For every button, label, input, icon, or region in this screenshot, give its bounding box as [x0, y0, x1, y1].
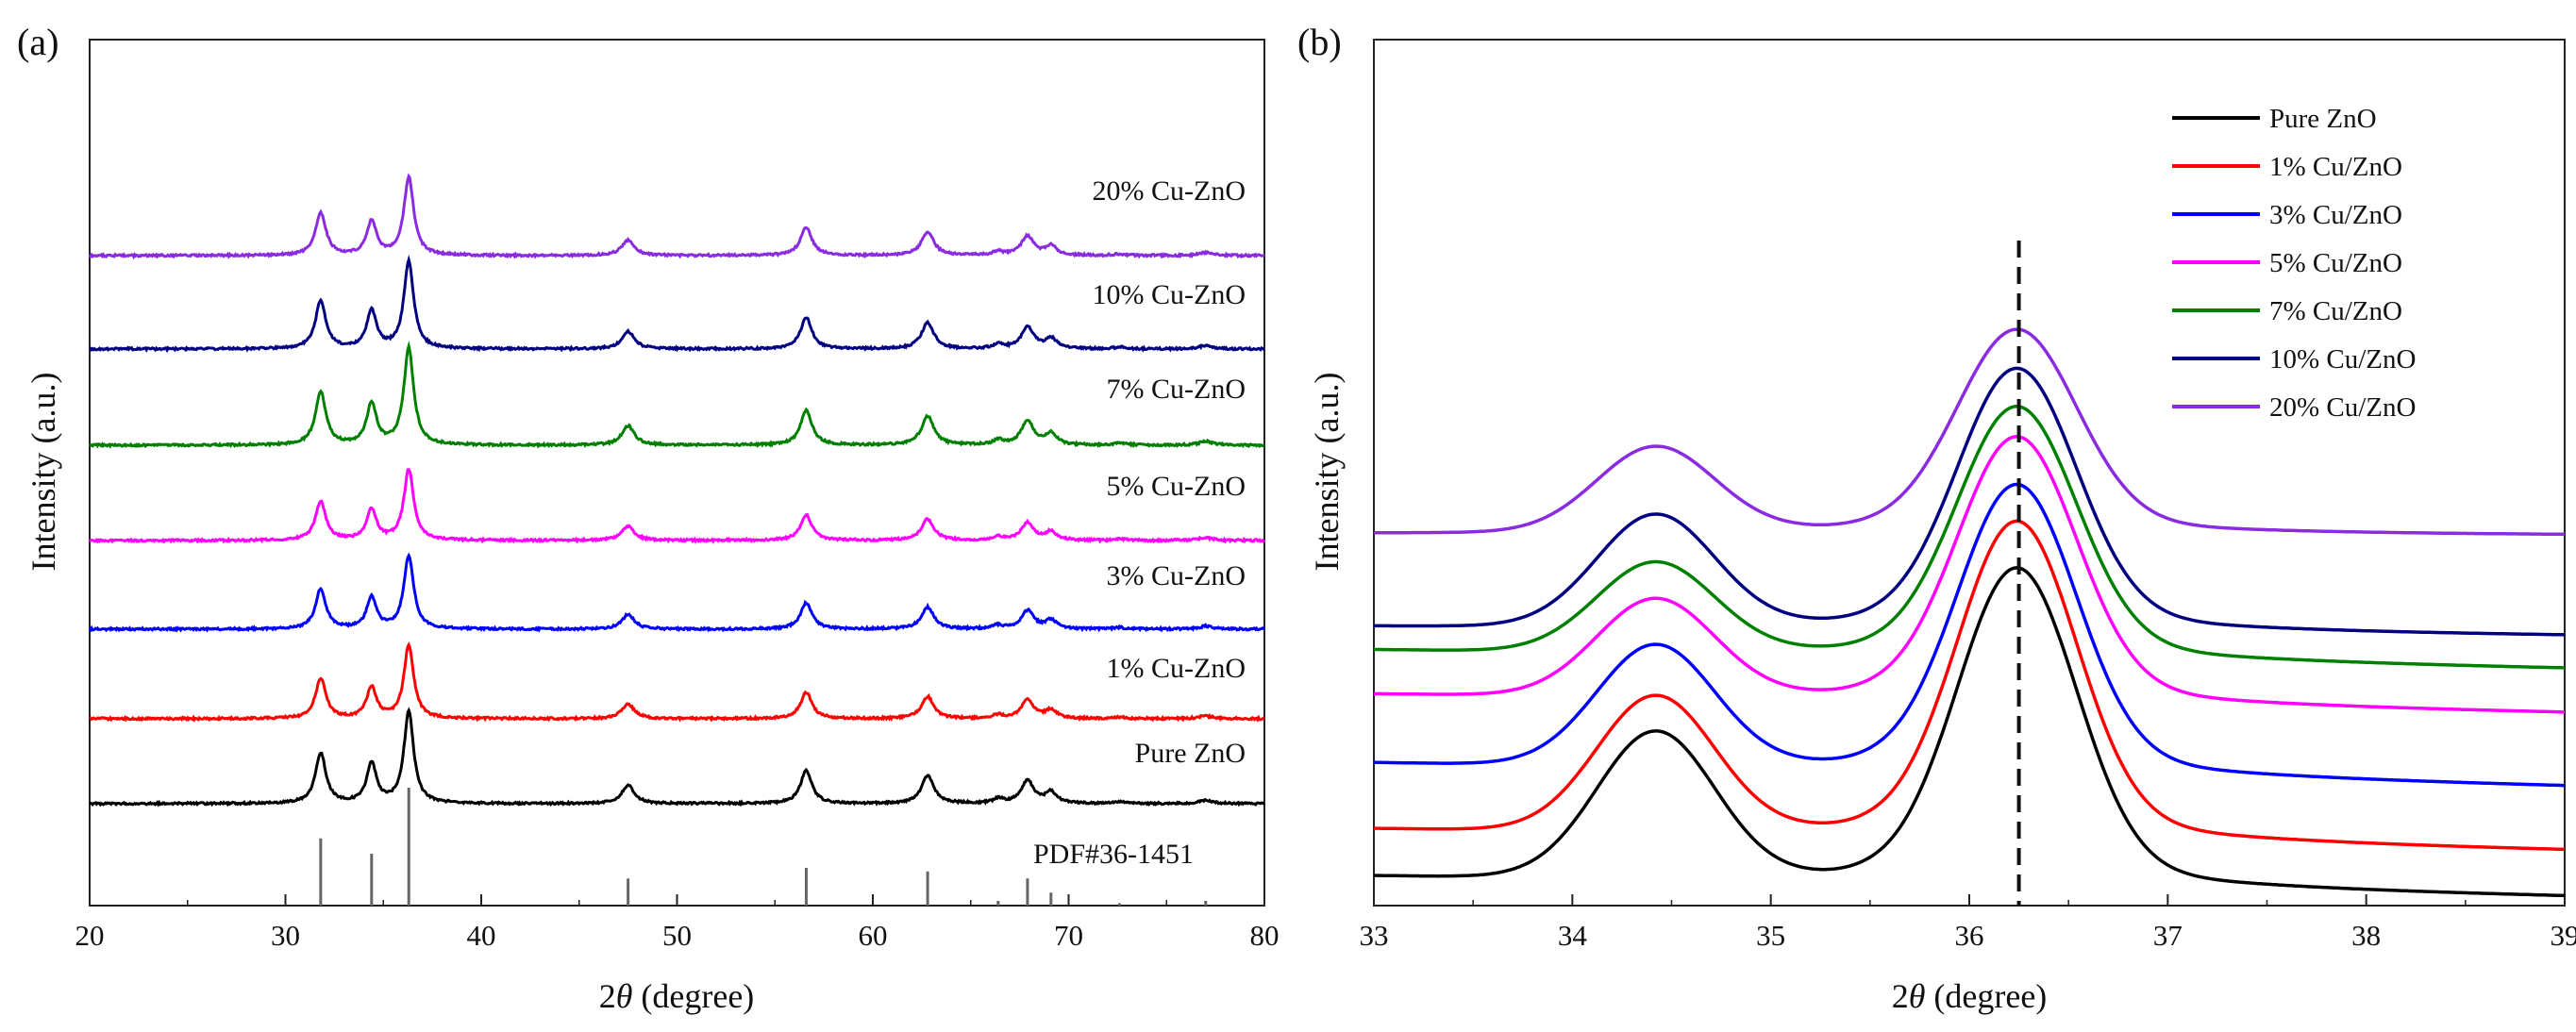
panel-a-x-tick-label: 50 [662, 919, 692, 952]
panel-b-x-tick-label: 35 [1756, 919, 1785, 952]
panel-b-x-tick-label: 33 [1360, 919, 1389, 952]
panel-b-y-axis-label: Intensity (a.u.) [1308, 373, 1346, 572]
panel-b-x-axis-label: 2θ (degree) [1892, 977, 2048, 1015]
panel-a-trace-7-cu-zno [89, 341, 1265, 449]
panel-a-trace-5-cu-zno [88, 468, 1266, 544]
panel-a-x-tick-label: 40 [467, 919, 496, 952]
panel-a-trace-label: 10% Cu-ZnO [1093, 279, 1246, 310]
legend-label: 10% Cu/ZnO [2269, 344, 2416, 375]
pdf-reference-label: PDF#36-1451 [1033, 839, 1194, 870]
panel-a: (a) 20 30 40 50 60 70 80 Pure ZnO 1% Cu-ZnO 3% C… [17, 21, 1280, 1015]
panel-a-label: (a) [17, 21, 59, 63]
panel-a-x-tick-label: 60 [859, 919, 888, 952]
panel-a-trace-label: 5% Cu-ZnO [1107, 471, 1246, 502]
panel-a-x-tick-label: 30 [271, 919, 300, 952]
panel-a-reference-lines [319, 788, 1208, 906]
panel-b-label: (b) [1297, 21, 1342, 63]
panel-a-trace-label: Pure ZnO [1135, 738, 1246, 769]
panel-a-trace-3-cu-zno [88, 552, 1266, 633]
panel-a-frame [89, 39, 1265, 907]
panel-b-trace-5-cu-zno [1374, 435, 2565, 714]
panel-a-trace-20-cu-zno [88, 173, 1265, 260]
panel-b-x-tick-label: 37 [2153, 919, 2183, 952]
panel-b-trace-10-cu-zno [1374, 366, 2565, 637]
panel-a-trace-label: 7% Cu-ZnO [1107, 374, 1246, 405]
panel-b-trace-pure-zno [1373, 566, 2566, 898]
panel-b: (b) 33 34 35 36 37 38 39 Pure ZnO 1% Cu/ZnO 3% C… [1297, 21, 2576, 1015]
panel-b-trace-1-cu-zno [1374, 519, 2566, 852]
panel-a-x-tick-label: 20 [75, 919, 105, 952]
legend-label: 1% Cu/ZnO [2269, 152, 2402, 182]
panel-b-trace-7-cu-zno [1374, 405, 2565, 670]
panel-b-x-tick-label: 34 [1558, 919, 1588, 952]
panel-a-x-tick-label: 70 [1054, 919, 1083, 952]
legend-label: 20% Cu/ZnO [2269, 392, 2416, 423]
panel-b-trace-20-cu-zno [1374, 327, 2565, 537]
legend-label: Pure ZnO [2269, 104, 2377, 134]
panel-b-x-tick-label: 38 [2351, 919, 2381, 952]
panel-a-x-tick-label: 80 [1250, 919, 1280, 952]
panel-a-trace-label: 1% Cu-ZnO [1107, 653, 1246, 684]
legend-label: 3% Cu/ZnO [2269, 200, 2402, 230]
panel-a-traces [88, 173, 1266, 807]
panel-b-x-tick-label: 36 [1955, 919, 1984, 952]
panel-a-x-axis-label: 2θ (degree) [599, 977, 755, 1015]
panel-a-trace-10-cu-zno [89, 254, 1265, 354]
panel-a-trace-label: 20% Cu-ZnO [1093, 175, 1246, 207]
panel-a-trace-labels: Pure ZnO 1% Cu-ZnO 3% Cu-ZnO 5% Cu-ZnO 7% Cu… [1093, 175, 1246, 769]
panel-a-trace-pure-zno [89, 707, 1266, 807]
legend-label: 7% Cu/ZnO [2269, 296, 2402, 326]
panel-a-y-axis-label: Intensity (a.u.) [25, 373, 62, 572]
panel-a-trace-1-cu-zno [89, 641, 1265, 723]
panel-b-x-tick-label: 39 [2551, 919, 2576, 952]
panel-b-legend: Pure ZnO 1% Cu/ZnO 3% Cu/ZnO 5% Cu/ZnO 7% Cu… [2172, 104, 2416, 423]
panel-a-ticks: 20 30 40 50 60 70 80 [75, 894, 1280, 952]
panel-a-trace-label: 3% Cu-ZnO [1107, 560, 1246, 591]
panel-b-trace-3-cu-zno [1373, 482, 2565, 788]
legend-label: 5% Cu/ZnO [2269, 248, 2402, 278]
panel-b-ticks: 33 34 35 36 37 38 39 [1360, 894, 2576, 952]
panel-b-traces [1373, 327, 2566, 898]
